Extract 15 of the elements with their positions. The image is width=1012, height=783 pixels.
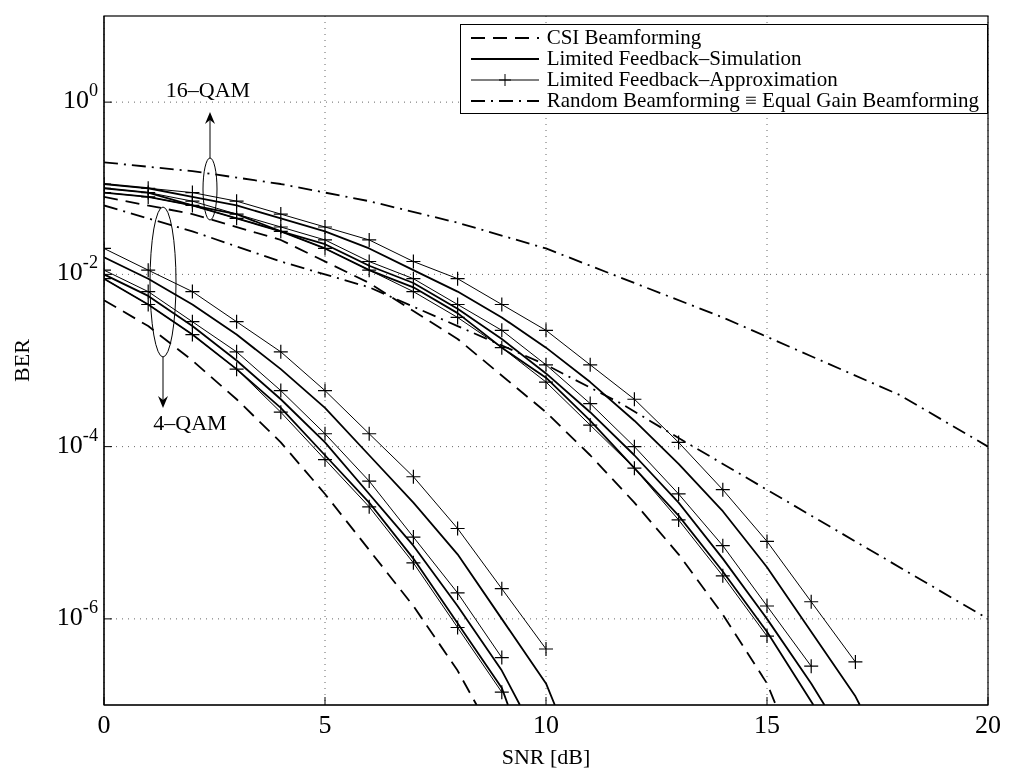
- y-tick-label: 10$^{-2}$: [56, 252, 98, 287]
- annotation: 16–QAM: [165, 77, 251, 102]
- x-tick-label: 0: [97, 710, 111, 740]
- legend-label: Limited Feedback–Approximation: [546, 67, 838, 91]
- x-tick-label: 5: [318, 710, 332, 740]
- x-tick-label: 20: [975, 710, 1001, 740]
- x-tick-label: 10: [533, 710, 559, 740]
- legend-label: CSI Beamforming: [546, 25, 702, 49]
- y-axis-title: BER: [9, 338, 35, 382]
- y-tick-label: 10$^{-6}$: [56, 597, 98, 631]
- y-tick-label: 10$^{0}$: [62, 80, 98, 115]
- y-tick-label: 10$^{-4}$: [56, 424, 98, 459]
- x-tick-label: 15: [754, 710, 780, 740]
- annotation: 4–QAM: [153, 410, 227, 435]
- x-axis-title: SNR [dB]: [501, 744, 591, 769]
